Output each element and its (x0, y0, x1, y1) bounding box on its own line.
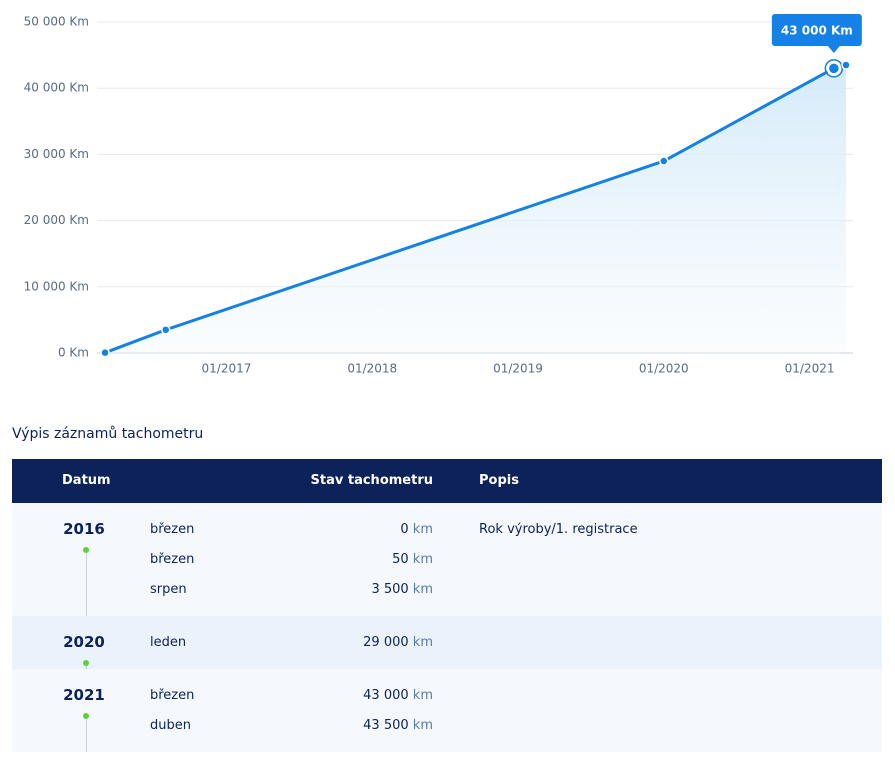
odometer: 50 km (392, 552, 433, 568)
odometer-unit: km (412, 522, 433, 537)
odometer-unit: km (412, 582, 433, 597)
x-tick-label: 01/2017 (202, 362, 252, 376)
table-header: Datum Stav tachometru Popis (12, 459, 882, 503)
point (100, 347, 110, 358)
timeline-dot (83, 547, 89, 553)
odometer: 0 km (400, 522, 433, 538)
timeline-dot (83, 660, 89, 666)
odometer-value: 29 000 (363, 635, 409, 650)
odometer-value: 50 (392, 552, 409, 567)
timeline-line (86, 719, 87, 752)
timeline-dot (83, 713, 89, 719)
year: 2016 (63, 520, 105, 538)
month: březen (150, 552, 195, 567)
year-group: 2020 leden 29 000 km (12, 616, 882, 669)
section-title: Výpis záznamů tachometru (12, 426, 204, 442)
timeline-line (86, 553, 87, 616)
month: srpen (150, 582, 187, 597)
records-table: Datum Stav tachometru Popis 2016 březen 0 km R… (12, 459, 882, 752)
month: březen (150, 688, 195, 703)
odometer-unit: km (412, 688, 433, 703)
year: 2020 (63, 633, 105, 651)
chart: 0 Km 10 000 Km 20 000 Km 30 000 Km 40 000 Km… (24, 14, 862, 376)
x-tick-label: 01/2020 (639, 362, 689, 376)
odometer: 29 000 km (363, 635, 433, 651)
month: leden (150, 635, 187, 650)
odometer-value: 3 500 (371, 582, 409, 597)
y-tick-label: 20 000 Km (24, 213, 89, 227)
odometer-value: 43 000 (363, 688, 409, 703)
highlight-ring (824, 59, 844, 78)
x-tick-label: 01/2018 (347, 362, 397, 376)
highlighted-point (826, 61, 842, 76)
tooltip-label: 43 000 Km (781, 24, 853, 38)
tooltip-box (771, 14, 862, 46)
odometer: 43 500 km (363, 718, 433, 734)
odometer-unit: km (412, 635, 433, 650)
odometer-unit: km (412, 552, 433, 567)
year-group: 2016 březen 0 km Rok výroby/1. registrace bř… (12, 503, 882, 616)
header-cell: Datum (62, 473, 111, 488)
tooltip: 43 000 Km (771, 14, 862, 53)
point (160, 325, 171, 335)
odometer-value: 43 500 (363, 718, 409, 733)
y-tick-label: 10 000 Km (24, 279, 89, 293)
area (105, 65, 846, 353)
odometer-value: 0 (400, 522, 409, 537)
timeline-line (86, 666, 87, 669)
month: březen (150, 522, 195, 537)
y-tick-label: 50 000 Km (24, 15, 89, 29)
point (659, 156, 669, 166)
header-cell: Popis (479, 473, 519, 488)
point (841, 60, 851, 70)
odometer: 3 500 km (371, 582, 433, 598)
odometer: 43 000 km (363, 688, 433, 704)
y-tick-label: 40 000 Km (24, 81, 89, 95)
month: duben (150, 718, 191, 733)
tooltip-pointer (827, 46, 840, 53)
note: Rok výroby/1. registrace (479, 522, 638, 537)
odometer-unit: km (412, 718, 433, 733)
y-tick-label: 0 Km (58, 346, 89, 360)
header-cell: Stav tachometru (310, 473, 433, 488)
x-tick-label: 01/2019 (493, 362, 543, 376)
year: 2021 (63, 686, 105, 704)
x-tick-label: 01/2021 (785, 362, 835, 376)
year-group: 2021 březen 43 000 km duben 43 500 km (12, 669, 882, 752)
y-tick-label: 30 000 Km (24, 147, 89, 161)
